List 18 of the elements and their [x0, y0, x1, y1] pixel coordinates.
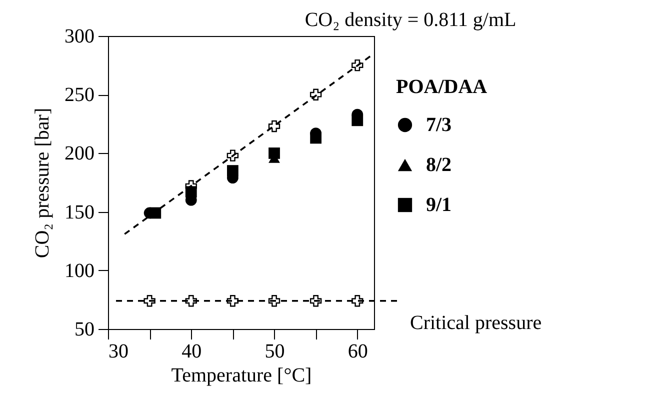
x-axis-title: Temperature [°C]	[171, 364, 312, 386]
legend-label: 8/2	[426, 154, 452, 176]
y-tick-label: 50	[74, 318, 94, 340]
x-tick-label: 30	[108, 340, 128, 362]
y-axis-title: CO₂ pressure [bar]	[32, 108, 54, 258]
text: CO₂ density = 0.811 g/mL	[304, 9, 516, 31]
legend-label: 9/1	[426, 194, 452, 216]
y-tick-label: 150	[64, 201, 94, 224]
x-tick-label: 40	[182, 340, 202, 362]
y-tick-label: 200	[64, 142, 94, 165]
legend-label: 7/3	[426, 114, 452, 136]
ref-line-label: Critical pressure	[410, 312, 542, 334]
y-tick-label: 300	[64, 26, 94, 48]
y-tick-label: 250	[64, 84, 94, 106]
legend-title: POA/DAA	[396, 76, 488, 98]
x-tick-label: 50	[264, 340, 285, 362]
x-tick-label: 60	[348, 340, 368, 362]
y-tick-label: 100	[64, 260, 94, 282]
